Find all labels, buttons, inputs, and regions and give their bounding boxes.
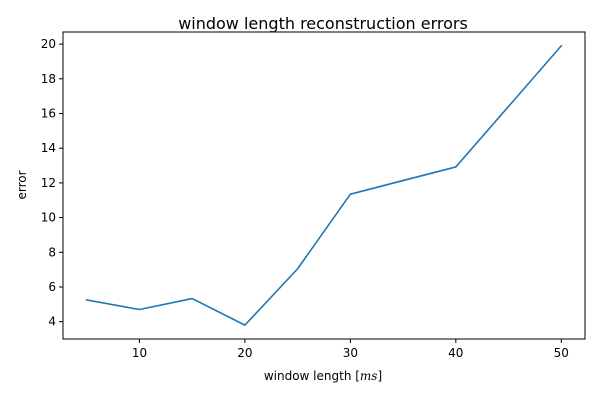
y-tick-label: 4 <box>48 315 56 329</box>
x-axis-label-bracket-open: [ <box>355 369 360 383</box>
y-tick-label: 16 <box>41 107 56 121</box>
y-tick-label: 10 <box>41 211 56 225</box>
x-tick-label: 30 <box>343 346 358 360</box>
y-tick-label: 6 <box>48 280 56 294</box>
x-axis-label-bracket-close: ] <box>377 369 382 383</box>
x-axis-label-text: window length <box>264 369 355 383</box>
series-line-1 <box>85 44 563 326</box>
plot-frame <box>62 31 586 340</box>
chart-title: window length reconstruction errors <box>178 14 468 33</box>
y-tick-label: 12 <box>41 176 56 190</box>
y-tick-label: 14 <box>41 141 56 155</box>
x-axis-label-unit: ms <box>360 369 378 383</box>
x-tick-label: 20 <box>237 346 252 360</box>
x-axis-label: window length [ms] <box>264 369 382 383</box>
x-tick-label: 10 <box>132 346 147 360</box>
x-axis-ticks: 10 20 30 40 50 <box>132 339 569 360</box>
y-axis-ticks: 4 6 8 10 12 14 16 18 20 <box>41 37 63 329</box>
y-tick-label: 18 <box>41 72 56 86</box>
y-tick-label: 20 <box>41 37 56 51</box>
x-tick-label: 50 <box>554 346 569 360</box>
y-axis-label: error <box>15 170 29 199</box>
series-layer <box>85 44 563 326</box>
y-tick-label: 8 <box>48 245 56 259</box>
x-tick-label: 40 <box>448 346 463 360</box>
